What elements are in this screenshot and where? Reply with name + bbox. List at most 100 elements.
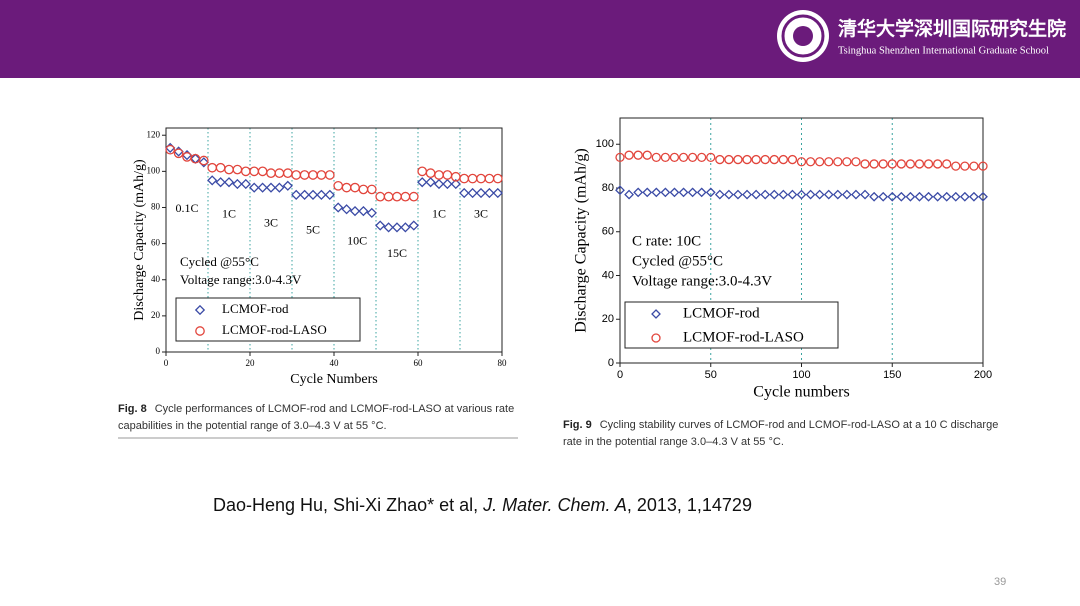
point bbox=[215, 177, 226, 188]
y-axis-label: Discharge Capacity (mAh/g) bbox=[573, 148, 590, 333]
point bbox=[724, 154, 734, 165]
point bbox=[642, 150, 652, 160]
legend-label: LCMOF-rod bbox=[222, 301, 289, 316]
point bbox=[705, 187, 716, 198]
point bbox=[400, 222, 411, 233]
point bbox=[190, 153, 201, 164]
point bbox=[787, 189, 798, 200]
caption-text: Cycle performances of LCMOF-rod and LCMO… bbox=[118, 403, 515, 432]
x-axis-label: Cycle numbers bbox=[753, 384, 849, 401]
point bbox=[959, 191, 970, 202]
legend-marker bbox=[194, 304, 206, 316]
point bbox=[778, 154, 788, 165]
point bbox=[333, 202, 344, 213]
point bbox=[207, 162, 218, 173]
header-bar bbox=[0, 0, 1080, 78]
point bbox=[492, 173, 503, 184]
point bbox=[333, 180, 344, 191]
point bbox=[383, 222, 394, 233]
point bbox=[249, 166, 260, 177]
point bbox=[383, 191, 394, 202]
point bbox=[366, 207, 377, 219]
point bbox=[742, 189, 752, 200]
y-tick-label: 80 bbox=[602, 182, 614, 194]
point bbox=[459, 173, 470, 184]
point bbox=[869, 159, 879, 169]
y-tick-label: 60 bbox=[602, 226, 614, 238]
point bbox=[878, 159, 888, 169]
point bbox=[714, 189, 725, 200]
x-tick-label: 60 bbox=[414, 358, 424, 368]
point bbox=[434, 170, 444, 180]
point bbox=[824, 157, 834, 167]
annotation: Voltage range:3.0-4.3V bbox=[180, 272, 302, 287]
point bbox=[467, 173, 478, 184]
annotation: 1C bbox=[222, 206, 236, 220]
point bbox=[769, 189, 780, 200]
point bbox=[860, 189, 870, 200]
point bbox=[341, 204, 352, 215]
y-tick-label: 0 bbox=[608, 357, 614, 369]
point bbox=[678, 152, 689, 163]
point bbox=[240, 178, 251, 190]
point bbox=[697, 152, 707, 163]
logo-core bbox=[793, 26, 813, 46]
point bbox=[265, 182, 277, 193]
annotation: 3C bbox=[474, 206, 488, 220]
point bbox=[392, 191, 402, 202]
point bbox=[978, 191, 988, 202]
point bbox=[366, 184, 377, 195]
logo-ring bbox=[781, 14, 825, 58]
legend-label: LCMOF-rod-LASO bbox=[683, 329, 804, 345]
point bbox=[223, 177, 235, 188]
point bbox=[851, 189, 861, 200]
point bbox=[324, 189, 335, 200]
point bbox=[751, 154, 761, 165]
point bbox=[442, 170, 453, 180]
point bbox=[923, 191, 934, 202]
page-number: 39 bbox=[994, 576, 1006, 588]
point bbox=[375, 220, 386, 231]
point bbox=[833, 157, 843, 167]
point bbox=[282, 168, 293, 179]
y-tick-label: 20 bbox=[602, 313, 614, 325]
y-tick-label: 40 bbox=[151, 274, 161, 284]
legend-marker bbox=[651, 309, 661, 319]
point bbox=[733, 154, 743, 165]
point bbox=[215, 162, 226, 173]
header-subtitle: Tsinghua Shenzhen International Graduate… bbox=[838, 45, 1049, 56]
point bbox=[896, 159, 906, 169]
point bbox=[266, 168, 276, 179]
point bbox=[375, 191, 386, 202]
point bbox=[459, 187, 470, 199]
legend-marker bbox=[195, 326, 205, 336]
annotation: 5C bbox=[306, 223, 320, 237]
point bbox=[778, 189, 789, 200]
y-tick-label: 100 bbox=[147, 165, 161, 175]
point bbox=[841, 189, 852, 200]
point bbox=[198, 155, 209, 166]
point bbox=[869, 191, 880, 202]
point bbox=[914, 191, 925, 202]
annotation: 1C bbox=[432, 206, 446, 220]
point bbox=[723, 189, 734, 200]
point bbox=[678, 187, 689, 198]
point bbox=[814, 189, 825, 200]
x-axis-label: Cycle Numbers bbox=[290, 372, 377, 387]
point bbox=[751, 189, 762, 200]
point bbox=[896, 191, 907, 202]
header-title: 清华大学深圳国际研究生院 bbox=[838, 17, 1066, 40]
x-tick-label: 50 bbox=[705, 369, 717, 381]
x-tick-label: 150 bbox=[883, 369, 901, 381]
point bbox=[467, 187, 478, 199]
point bbox=[942, 159, 952, 169]
point bbox=[851, 157, 861, 167]
y-tick-label: 40 bbox=[602, 269, 614, 281]
point bbox=[815, 157, 825, 167]
point bbox=[615, 185, 625, 196]
citation-journal: J. Mater. Chem. A bbox=[483, 495, 627, 515]
y-tick-label: 80 bbox=[151, 202, 161, 212]
y-tick-label: 120 bbox=[147, 129, 161, 139]
citation-authors: Dao-Heng Hu, Shi-Xi Zhao* et al, bbox=[213, 495, 484, 515]
point bbox=[951, 161, 961, 171]
